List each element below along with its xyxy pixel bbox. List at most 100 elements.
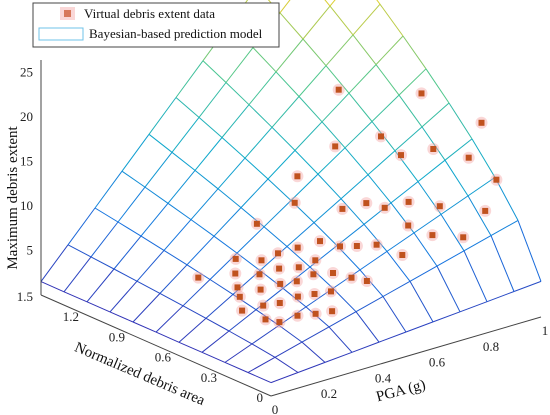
surface-line-const-x <box>332 288 357 313</box>
surface-line-const-x <box>355 311 380 343</box>
y-tick-label: 0 <box>257 390 264 405</box>
data-point <box>232 270 239 277</box>
surface-line-const-x <box>201 351 226 363</box>
surface-line-const-x <box>386 251 411 282</box>
surface-line-const-y <box>444 138 473 161</box>
surface-line-const-x <box>202 60 227 83</box>
surface-line-const-x <box>228 330 253 345</box>
data-point <box>312 257 319 264</box>
surface-line-const-x <box>67 244 92 258</box>
surface-line-const-x <box>421 126 446 161</box>
surface-line-const-x <box>275 71 300 97</box>
surface-line-const-y <box>328 311 357 328</box>
surface-line-const-y <box>325 34 354 67</box>
surface-line-const-y <box>394 126 423 152</box>
data-point <box>276 319 283 326</box>
data-point <box>275 250 281 257</box>
surface-line-const-x <box>86 301 111 313</box>
surface-line-const-x <box>159 292 184 307</box>
surface-line-const-y <box>251 324 280 345</box>
surface-line-const-y <box>236 226 265 254</box>
surface-line-const-y <box>490 219 519 237</box>
data-point <box>291 199 298 206</box>
surface-line-const-x <box>352 34 377 65</box>
surface-line-const-y <box>409 265 438 282</box>
data-point <box>405 198 412 205</box>
data-point <box>430 146 437 152</box>
surface-line-const-x <box>402 35 427 70</box>
surface-line-const-x <box>271 126 296 151</box>
surface-line-const-y <box>274 341 303 358</box>
surface-line-const-y <box>171 117 200 153</box>
y-tick-label: 1.5 <box>17 289 33 304</box>
x-tick-label: 0.4 <box>375 370 392 385</box>
data-point <box>493 176 500 183</box>
surface-line-const-x <box>313 222 338 246</box>
surface-line-const-x <box>217 188 242 208</box>
y-axis-title: Normalized debris area <box>72 340 207 410</box>
data-point <box>234 284 241 291</box>
surface-line-const-y <box>279 0 291 14</box>
data-point <box>399 252 406 258</box>
surface-line-const-x <box>471 138 496 178</box>
data-point <box>478 119 485 126</box>
surface-line-const-y <box>267 150 296 180</box>
surface-line-const-y <box>294 121 323 151</box>
surface-line-const-x <box>448 102 473 140</box>
surface-line-const-x <box>213 235 238 254</box>
surface-line-const-x <box>301 341 326 363</box>
surface-line-const-y <box>63 256 92 293</box>
data-point <box>239 307 246 314</box>
surface-line-const-y <box>275 38 304 73</box>
surface-line-const-y <box>182 279 211 307</box>
surface-line-const-y <box>352 3 381 36</box>
surface-line-const-y <box>432 311 461 323</box>
surface-line-const-x <box>221 137 246 159</box>
surface-line-const-y <box>298 65 327 97</box>
surface-line-const-y <box>417 159 446 182</box>
surface-line-const-x <box>321 121 346 149</box>
x-axis-line <box>270 316 542 397</box>
z-tick-label: 15 <box>20 154 33 169</box>
surface-line-const-x <box>274 356 299 373</box>
surface-line-const-x <box>436 265 461 313</box>
y-tick-label: 0.6 <box>155 350 172 365</box>
surface-line-const-y <box>86 268 115 303</box>
surface-line-const-y <box>463 235 492 252</box>
z-tick-label: 20 <box>20 109 33 124</box>
surface-line-const-x <box>517 220 542 282</box>
data-point <box>260 302 267 309</box>
surface-line-const-y <box>440 195 469 215</box>
surface-line-const-x <box>398 94 423 128</box>
surface-line-const-x <box>344 147 369 176</box>
surface-line-const-x <box>167 202 192 221</box>
surface-line-const-x <box>294 150 319 175</box>
y-tick-label: 0.3 <box>201 370 217 385</box>
surface-line-const-y <box>186 235 215 266</box>
surface-line-const-y <box>213 207 242 237</box>
data-point <box>293 278 300 285</box>
legend-surface-swatch <box>38 27 84 41</box>
surface-line-const-y <box>271 96 300 128</box>
surface-line-const-y <box>194 137 223 171</box>
surface-line-const-x <box>463 250 488 302</box>
surface-line-const-y <box>467 176 496 197</box>
surface-line-const-y <box>329 0 336 7</box>
surface-line-const-y <box>117 186 146 223</box>
data-point <box>363 200 370 207</box>
surface-line-const-y <box>398 68 427 96</box>
surface-line-const-x <box>317 173 342 200</box>
surface-line-const-y <box>286 222 315 247</box>
surface-line-const-x <box>278 324 303 343</box>
surface-line-const-x <box>198 117 223 138</box>
data-point <box>277 280 284 287</box>
surface-line-const-x <box>298 96 323 123</box>
surface-line-const-y <box>436 250 465 267</box>
data-point <box>339 205 346 212</box>
surface-line-const-y <box>344 121 373 149</box>
surface-line-const-y <box>390 181 419 204</box>
surface-line-const-y <box>221 104 250 138</box>
data-point <box>236 293 243 300</box>
data-point <box>262 316 269 323</box>
data-point <box>232 255 239 262</box>
